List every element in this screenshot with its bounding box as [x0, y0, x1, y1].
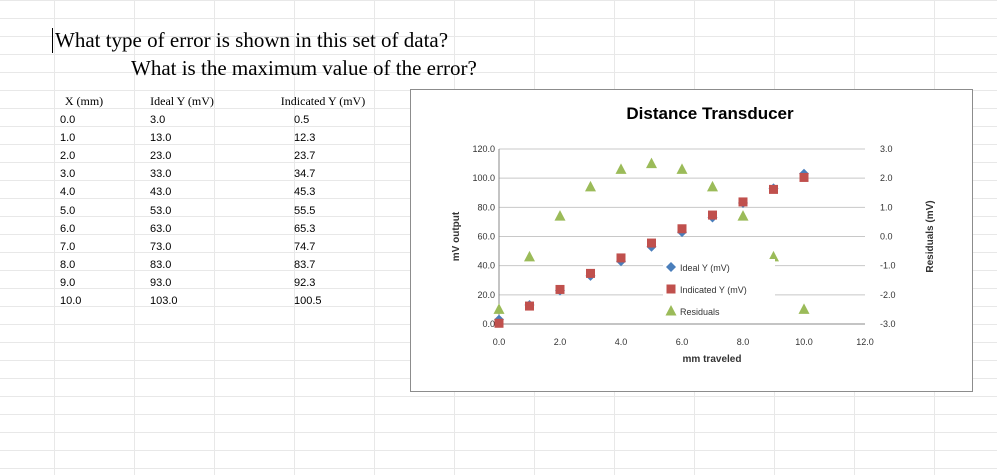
- data-point-triangle: [524, 250, 535, 262]
- legend-marker: [666, 262, 676, 272]
- header-indicated-y[interactable]: Indicated Y (mV): [280, 93, 366, 108]
- data-point-square: [616, 253, 626, 263]
- data-point-square: [738, 197, 748, 207]
- cell-x[interactable]: 9.0: [60, 276, 76, 289]
- data-point-square: [525, 301, 534, 311]
- y2-tick-label: 1.0: [880, 202, 893, 212]
- legend-bg: [663, 303, 775, 321]
- cell-x[interactable]: 0.0: [60, 114, 76, 127]
- x-tick-label: 8.0: [737, 337, 750, 347]
- cell-ideal-y[interactable]: 33.0: [150, 168, 172, 181]
- cell-ideal-y[interactable]: 103.0: [150, 294, 178, 307]
- cell-indicated-y[interactable]: 100.5: [294, 294, 322, 307]
- y2-tick-label: 0.0: [880, 232, 893, 242]
- legend-bg: [663, 281, 775, 299]
- x-tick-label: 4.0: [615, 337, 628, 347]
- cell-indicated-y[interactable]: 55.5: [294, 204, 316, 217]
- data-point-square: [586, 268, 595, 278]
- cell-indicated-y[interactable]: 12.3: [294, 132, 316, 145]
- data-point-square: [769, 184, 778, 194]
- x-axis-label: mm traveled: [683, 354, 742, 365]
- y-tick-label: 60.0: [477, 232, 495, 242]
- cell-x[interactable]: 1.0: [60, 132, 76, 145]
- legend-label: Indicated Y (mV): [680, 285, 747, 295]
- header-ideal-y[interactable]: Ideal Y (mV): [150, 93, 214, 108]
- data-point-triangle: [768, 250, 779, 262]
- cell-x[interactable]: 3.0: [60, 168, 76, 181]
- y2-tick-label: 3.0: [880, 144, 893, 154]
- data-point-square: [799, 172, 809, 182]
- x-tick-label: 10.0: [795, 337, 813, 347]
- cell-x[interactable]: 6.0: [60, 222, 76, 235]
- cell-indicated-y[interactable]: 45.3: [294, 186, 316, 199]
- data-point-square: [677, 224, 687, 234]
- y2-axis-label: Residuals (mV): [925, 200, 936, 272]
- cell-indicated-y[interactable]: 92.3: [294, 276, 316, 289]
- x-tick-label: 0.0: [493, 337, 506, 347]
- y-tick-label: 40.0: [477, 261, 495, 271]
- data-point-triangle: [707, 180, 718, 192]
- cell-x[interactable]: 10.0: [60, 294, 82, 307]
- cell-ideal-y[interactable]: 83.0: [150, 258, 172, 271]
- data-point-triangle: [615, 163, 627, 174]
- y-tick-label: 100.0: [472, 173, 495, 183]
- cell-ideal-y[interactable]: 13.0: [150, 132, 172, 145]
- cell-ideal-y[interactable]: 53.0: [150, 204, 172, 217]
- cell-indicated-y[interactable]: 74.7: [294, 240, 316, 253]
- cell-ideal-y[interactable]: 93.0: [150, 276, 172, 289]
- y2-tick-label: -1.0: [880, 261, 896, 271]
- data-point-triangle: [585, 180, 596, 192]
- x-tick-label: 2.0: [554, 337, 567, 347]
- cell-ideal-y[interactable]: 73.0: [150, 240, 172, 253]
- cell-x[interactable]: 2.0: [60, 150, 76, 163]
- y-axis-label: mV output: [451, 211, 462, 261]
- legend-bg: [663, 259, 775, 277]
- cell-ideal-y[interactable]: 43.0: [150, 186, 172, 199]
- data-point-square: [708, 210, 717, 220]
- cell-ideal-y[interactable]: 23.0: [150, 150, 172, 163]
- data-point-triangle: [554, 210, 566, 221]
- table-row: 4.043.045.32.3: [54, 183, 481, 201]
- data-point-triangle: [493, 303, 505, 314]
- chart-title: Distance Transducer: [626, 104, 794, 123]
- cell-ideal-y[interactable]: 3.0: [150, 114, 166, 127]
- legend-marker: [665, 305, 677, 316]
- data-point-triangle: [798, 303, 810, 314]
- cell-indicated-y[interactable]: 34.7: [294, 168, 316, 181]
- cell-x[interactable]: 8.0: [60, 258, 76, 271]
- cell-ideal-y[interactable]: 63.0: [150, 222, 172, 235]
- y-tick-label: 80.0: [477, 202, 495, 212]
- y2-tick-label: 2.0: [880, 173, 893, 183]
- data-point-triangle: [646, 157, 657, 169]
- cell-x[interactable]: 5.0: [60, 204, 76, 217]
- data-point-triangle: [737, 210, 749, 221]
- data-point-square: [647, 238, 656, 248]
- cell-x[interactable]: 4.0: [60, 186, 76, 199]
- cell-indicated-y[interactable]: 83.7: [294, 258, 316, 271]
- data-point-square: [555, 284, 565, 294]
- legend-label: Ideal Y (mV): [680, 263, 730, 273]
- cell-indicated-y[interactable]: 23.7: [294, 150, 316, 163]
- question-line-2: What is the maximum value of the error?: [131, 56, 477, 80]
- data-point-triangle: [676, 163, 688, 174]
- table-row: 7.073.074.71.7: [54, 238, 481, 256]
- question-line-1: What type of error is shown in this set …: [52, 28, 448, 53]
- y-tick-label: 120.0: [472, 144, 495, 154]
- cell-x[interactable]: 7.0: [60, 240, 76, 253]
- y2-tick-label: -3.0: [880, 319, 896, 329]
- cell-indicated-y[interactable]: 65.3: [294, 222, 316, 235]
- header-x[interactable]: X (mm): [64, 93, 104, 108]
- x-tick-label: 6.0: [676, 337, 689, 347]
- y2-tick-label: -2.0: [880, 290, 896, 300]
- table-row: 9.093.092.3-0.7: [54, 274, 481, 292]
- data-point-square: [494, 318, 504, 328]
- chart-svg: Distance Transducer 0.0 20.0 40.0 60.0 80.0 10…: [451, 104, 936, 365]
- legend-marker: [666, 284, 676, 294]
- y-tick-label: 0.0: [482, 319, 495, 329]
- cell-indicated-y[interactable]: 0.5: [294, 114, 310, 127]
- x-tick-label: 12.0: [856, 337, 874, 347]
- y-tick-label: 20.0: [477, 290, 495, 300]
- chart-area[interactable]: Distance Transducer 0.0 20.0 40.0 60.0 80.0 10…: [410, 89, 973, 392]
- legend-label: Residuals: [680, 307, 720, 317]
